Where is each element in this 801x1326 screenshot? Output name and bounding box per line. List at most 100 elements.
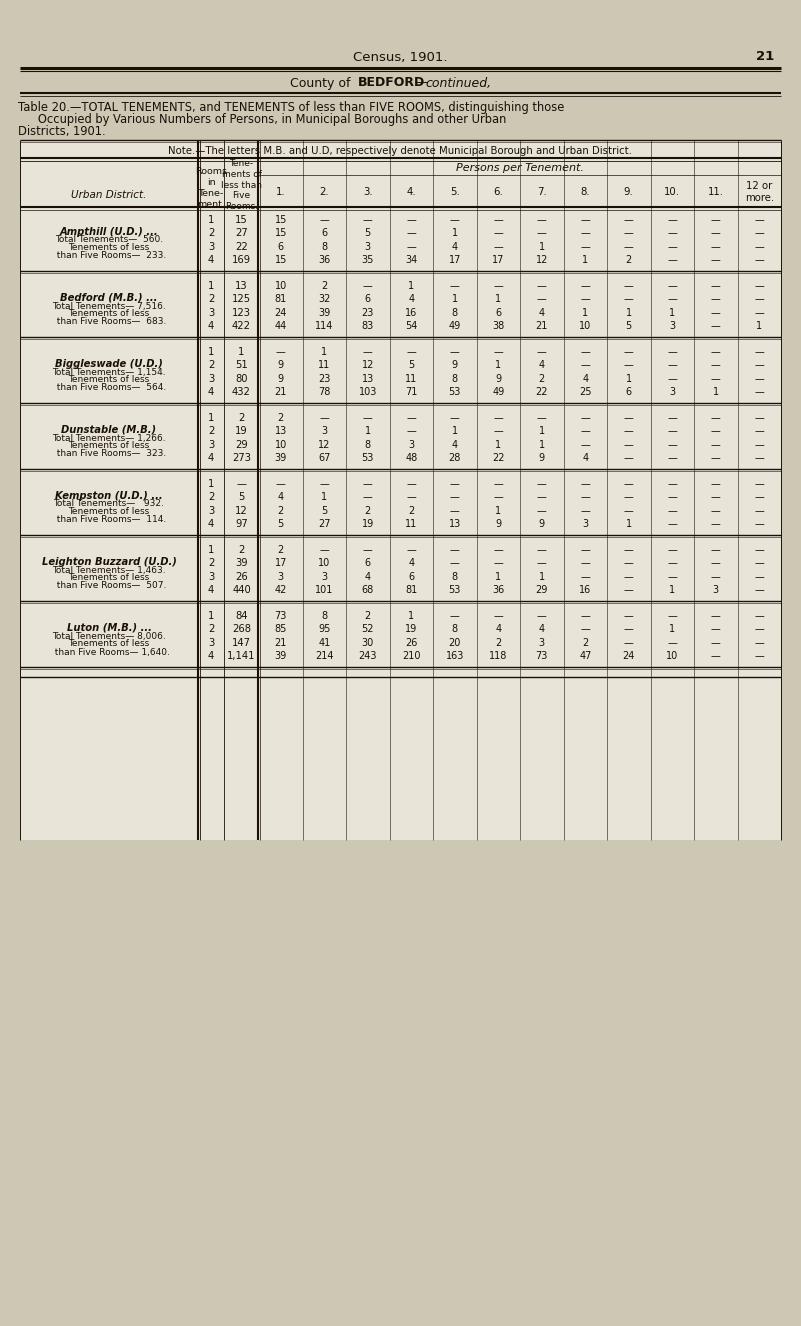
Text: —: — xyxy=(450,611,460,621)
Text: 15: 15 xyxy=(275,228,287,239)
Text: —: — xyxy=(450,347,460,357)
Text: 4: 4 xyxy=(539,361,545,370)
Text: 1: 1 xyxy=(495,361,501,370)
Text: 42: 42 xyxy=(275,585,287,595)
Text: —: — xyxy=(406,215,417,224)
Text: —: — xyxy=(710,453,721,463)
Text: Total Tenements— 1,266.: Total Tenements— 1,266. xyxy=(52,434,166,443)
Text: 8: 8 xyxy=(452,572,458,582)
Text: 3.: 3. xyxy=(363,187,372,198)
Text: 4: 4 xyxy=(539,625,545,634)
Text: 2: 2 xyxy=(409,505,414,516)
Text: —: — xyxy=(581,281,590,290)
Text: 5: 5 xyxy=(409,361,414,370)
Text: 17: 17 xyxy=(492,255,505,265)
Text: 13: 13 xyxy=(449,520,461,529)
Text: 1: 1 xyxy=(321,492,328,503)
Text: 103: 103 xyxy=(359,387,377,398)
Text: 12 or
more.: 12 or more. xyxy=(745,182,774,203)
Text: —: — xyxy=(450,545,460,554)
Text: —: — xyxy=(624,453,634,463)
Text: —: — xyxy=(581,440,590,450)
Text: —: — xyxy=(624,492,634,503)
Text: 9: 9 xyxy=(452,361,458,370)
Text: 16: 16 xyxy=(405,308,417,318)
Text: 8: 8 xyxy=(321,611,328,621)
Text: 2.: 2. xyxy=(320,187,329,198)
Text: Table 20.—TOTAL TENEMENTS, and TENEMENTS of less than FIVE ROOMS, distinguishing: Table 20.—TOTAL TENEMENTS, and TENEMENTS… xyxy=(18,102,565,114)
Text: —: — xyxy=(493,558,503,569)
Text: —: — xyxy=(450,412,460,423)
Text: —: — xyxy=(624,638,634,647)
Text: 4: 4 xyxy=(539,308,545,318)
Text: 4: 4 xyxy=(278,492,284,503)
Text: —: — xyxy=(537,347,546,357)
Text: 29: 29 xyxy=(536,585,548,595)
Text: 13: 13 xyxy=(235,281,248,290)
Text: 53: 53 xyxy=(449,387,461,398)
Text: 163: 163 xyxy=(445,651,464,662)
Text: —: — xyxy=(755,361,764,370)
Text: —: — xyxy=(710,308,721,318)
Text: 1: 1 xyxy=(452,294,458,304)
Text: —: — xyxy=(581,426,590,436)
Text: Rooms
in
Tene-
ment.: Rooms in Tene- ment. xyxy=(195,167,227,210)
Text: —: — xyxy=(755,651,764,662)
Text: 78: 78 xyxy=(318,387,331,398)
Text: —: — xyxy=(624,558,634,569)
Text: 1: 1 xyxy=(539,426,545,436)
Text: 4.: 4. xyxy=(406,187,416,198)
Text: 2: 2 xyxy=(207,426,214,436)
Text: 9: 9 xyxy=(495,374,501,383)
Text: —: — xyxy=(667,294,677,304)
Text: 2: 2 xyxy=(207,625,214,634)
Text: 4: 4 xyxy=(208,321,214,332)
Text: —: — xyxy=(710,479,721,489)
Text: 39: 39 xyxy=(275,651,287,662)
Text: 1: 1 xyxy=(207,611,214,621)
Text: 19: 19 xyxy=(405,625,417,634)
Text: 39: 39 xyxy=(275,453,287,463)
Text: —: — xyxy=(493,215,503,224)
Text: 9: 9 xyxy=(539,453,545,463)
Text: —: — xyxy=(624,215,634,224)
Text: 2: 2 xyxy=(207,558,214,569)
Text: 4: 4 xyxy=(409,558,414,569)
Text: —: — xyxy=(624,412,634,423)
Text: —: — xyxy=(537,215,546,224)
Text: 54: 54 xyxy=(405,321,417,332)
Text: 19: 19 xyxy=(235,426,248,436)
Text: 7.: 7. xyxy=(537,187,546,198)
Text: 2: 2 xyxy=(495,638,501,647)
Text: —: — xyxy=(581,505,590,516)
Text: 32: 32 xyxy=(318,294,331,304)
Text: 3: 3 xyxy=(539,638,545,647)
Text: —: — xyxy=(710,520,721,529)
Text: —: — xyxy=(755,453,764,463)
Text: 1: 1 xyxy=(239,347,244,357)
Text: —: — xyxy=(755,558,764,569)
Text: —: — xyxy=(755,308,764,318)
Text: —: — xyxy=(624,228,634,239)
Text: —: — xyxy=(667,520,677,529)
Text: —: — xyxy=(710,625,721,634)
Text: 147: 147 xyxy=(232,638,251,647)
Text: —: — xyxy=(581,228,590,239)
Text: 73: 73 xyxy=(275,611,287,621)
Text: 1: 1 xyxy=(756,321,763,332)
Text: 10: 10 xyxy=(579,321,591,332)
Text: —: — xyxy=(667,374,677,383)
Text: 49: 49 xyxy=(449,321,461,332)
Text: County of: County of xyxy=(290,77,355,89)
Text: —: — xyxy=(755,294,764,304)
Text: 97: 97 xyxy=(235,520,248,529)
Text: 1: 1 xyxy=(582,255,588,265)
Text: Total Tenements— 1,154.: Total Tenements— 1,154. xyxy=(52,367,166,377)
Text: 3: 3 xyxy=(669,387,675,398)
Text: 1.: 1. xyxy=(276,187,286,198)
Text: 1: 1 xyxy=(669,585,675,595)
Text: 35: 35 xyxy=(361,255,374,265)
Text: 53: 53 xyxy=(449,585,461,595)
Text: Urban District.: Urban District. xyxy=(71,190,147,200)
Text: —: — xyxy=(493,281,503,290)
